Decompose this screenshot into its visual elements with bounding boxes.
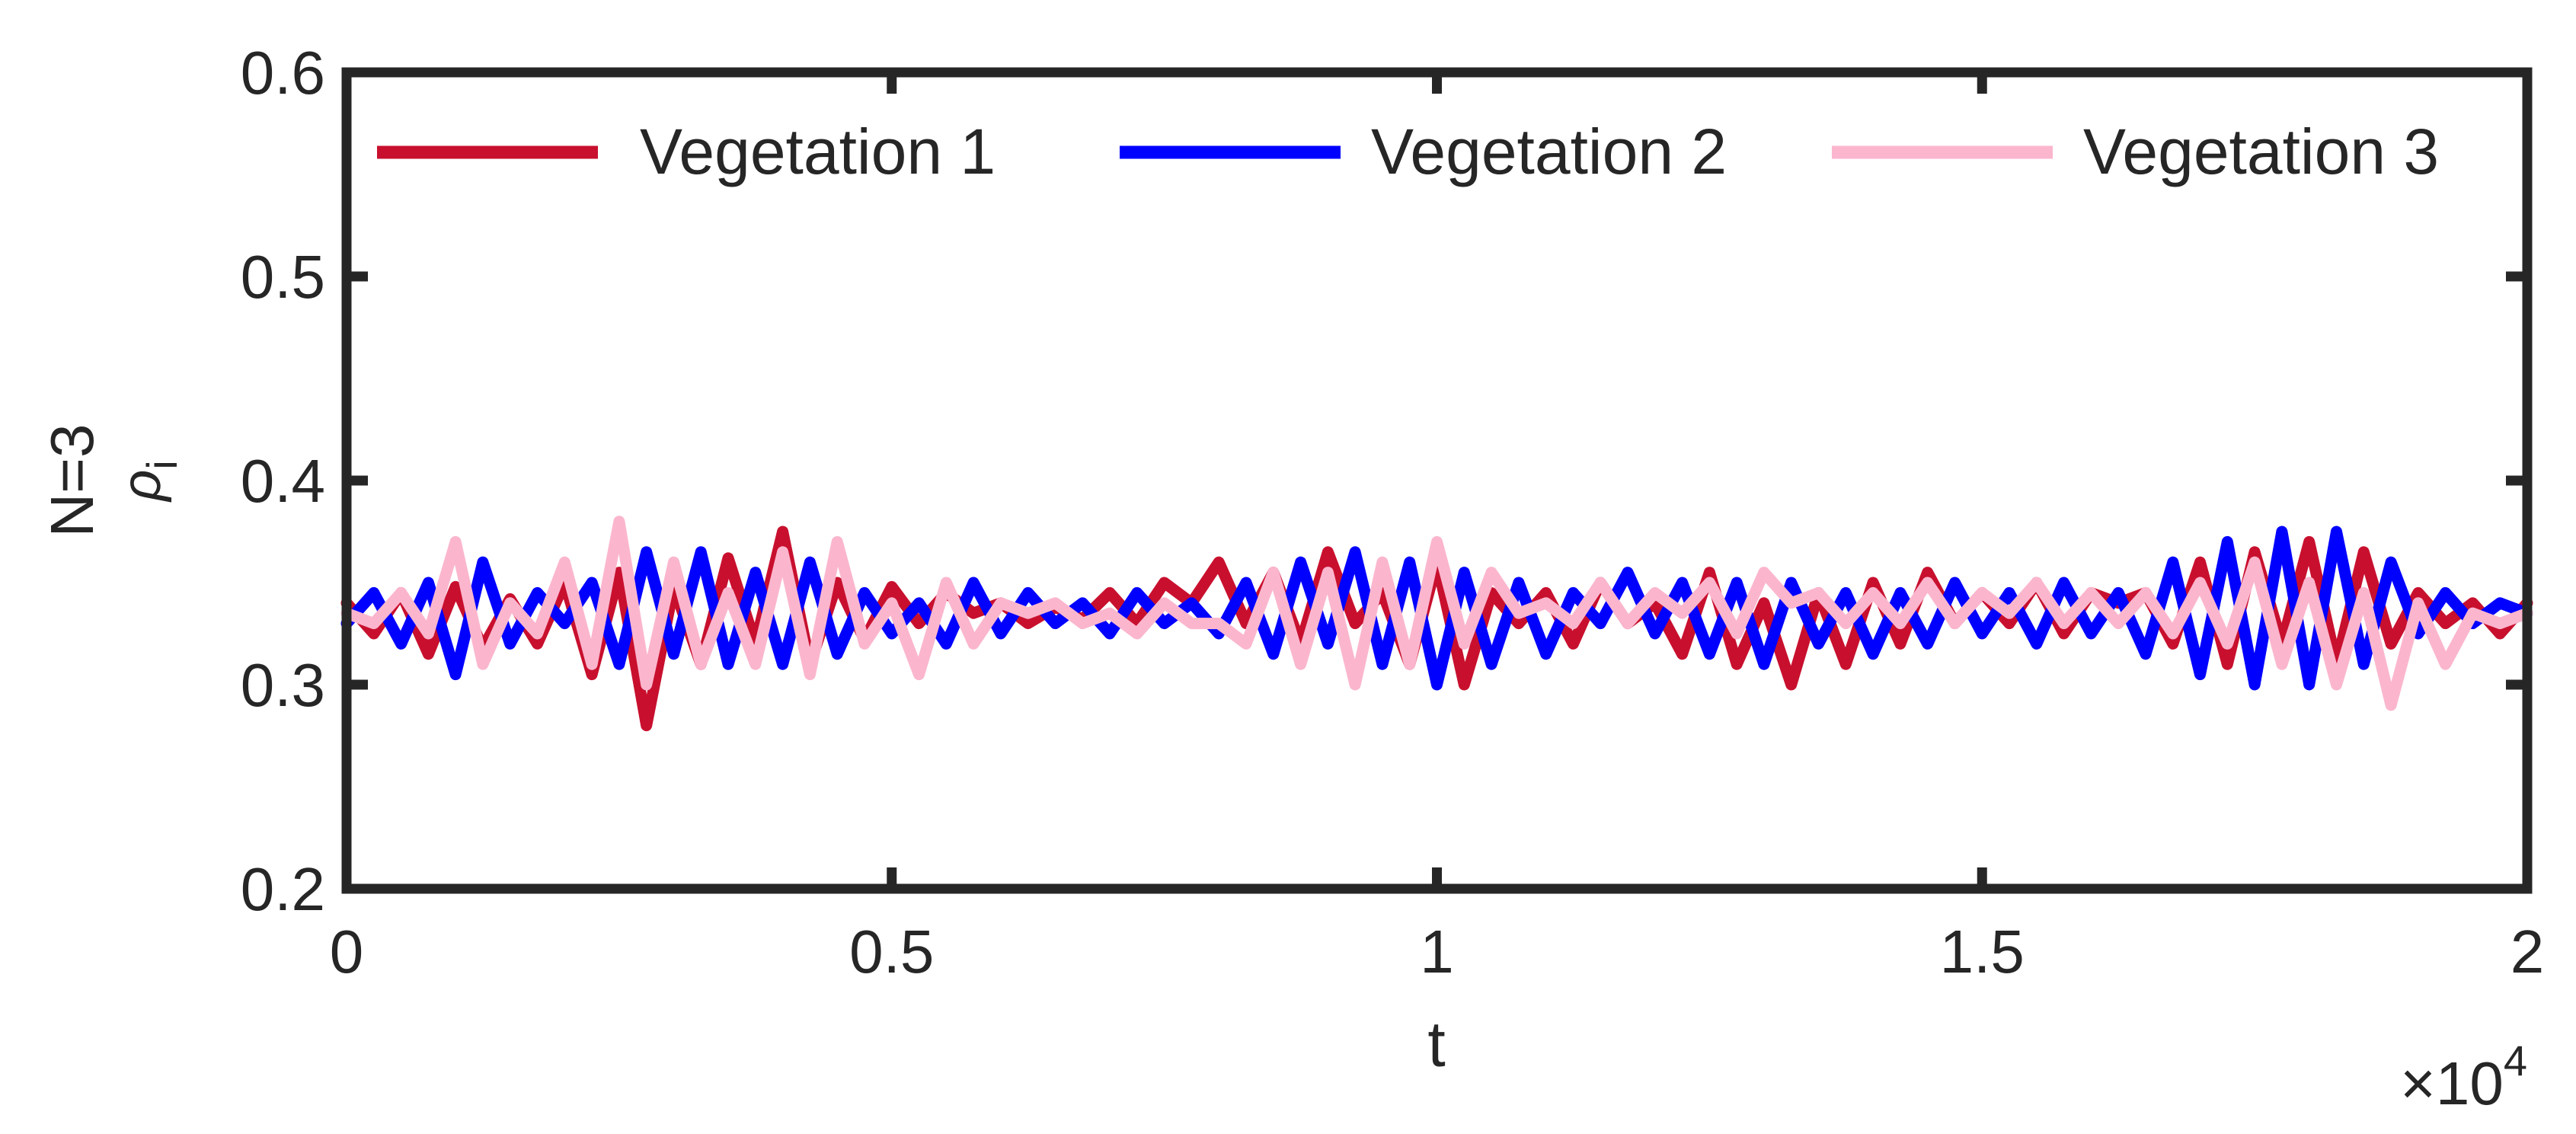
legend-label-vegetation-3: Vegetation 3: [2083, 116, 2439, 187]
x-axis-label: t: [1427, 1008, 1445, 1080]
x-tick-label-2: 1: [1420, 918, 1454, 985]
legend-label-vegetation-2: Vegetation 2: [1371, 116, 1727, 187]
x-tick-label-0: 0: [330, 918, 364, 985]
y-axis-label-rho: ρ: [111, 470, 172, 503]
tick-label-layer: 0 0.5 1 1.5 2 0.2 0.3 0.4 0.5 0.6: [241, 39, 2544, 985]
y-axis-label: N=3 ρi: [38, 424, 186, 538]
y-tick-label-0: 0.2: [241, 855, 325, 923]
series-line-vegetation-3: [340, 516, 2533, 711]
series-layer: [340, 516, 2533, 732]
y-axis-label-prefix: N=3: [38, 424, 106, 538]
y-tick-label-3: 0.5: [241, 243, 325, 311]
y-tick-label-2: 0.4: [241, 447, 325, 515]
x-tick-label-3: 1.5: [1940, 918, 2025, 985]
x-tick-label-1: 0.5: [849, 918, 934, 985]
y-tick-label-1: 0.3: [241, 651, 325, 719]
x-tick-label-4: 2: [2510, 918, 2545, 985]
legend: Vegetation 1 Vegetation 2 Vegetation 3: [377, 116, 2439, 187]
y-tick-label-4: 0.6: [241, 39, 325, 107]
series-line-vegetation-2: [340, 525, 2533, 691]
x-axis-multiplier-power: 4: [2504, 1037, 2527, 1084]
x-axis-multiplier-base: ×10: [2400, 1049, 2504, 1117]
plot-area-frame: [341, 67, 2533, 894]
y-axis-label-subscript: i: [138, 460, 186, 469]
y-axis-label-symbol: ρi: [111, 460, 186, 503]
legend-label-vegetation-1: Vegetation 1: [640, 116, 996, 187]
x-axis-multiplier: ×104: [2400, 1037, 2527, 1117]
